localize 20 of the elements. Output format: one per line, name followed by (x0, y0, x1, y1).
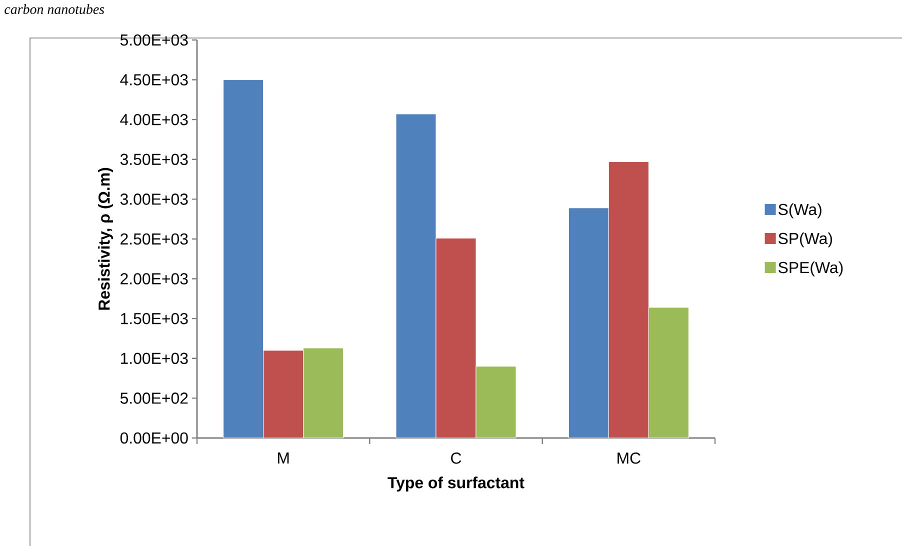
x-tick-label: C (451, 452, 462, 464)
y-tick-label: 4.50E+03 (120, 74, 188, 86)
x-axis-title: Type of surfactant (388, 476, 524, 492)
y-tick-label: 5.00E+03 (120, 34, 188, 46)
y-tick-label: 1.50E+03 (121, 312, 188, 324)
text: carbon nanotubes (4, 4, 104, 14)
legend-label: SP(Wa) (778, 232, 832, 248)
y-tick-label: 4.00E+03 (120, 114, 188, 126)
y-tick-label: 1.00E+03 (121, 352, 188, 364)
legend-label: S(Wa) (778, 203, 822, 218)
y-tick-label: 2.50E+03 (120, 233, 188, 245)
y-tick-label: 3.00E+03 (120, 194, 188, 205)
y-tick-label: 5.00E+02 (120, 392, 188, 404)
y-tick-label: 0.00E+00 (120, 432, 188, 444)
y-tick-label: 3.50E+03 (120, 154, 188, 166)
x-tick-label: MC (618, 452, 640, 464)
x-tick-label: M (278, 452, 289, 464)
y-axis-title: Resistivity, ρ (Ω.m) (98, 168, 113, 310)
legend-label: SPE(Wa) (778, 261, 843, 276)
y-tick-label: 2.00E+03 (120, 273, 188, 284)
